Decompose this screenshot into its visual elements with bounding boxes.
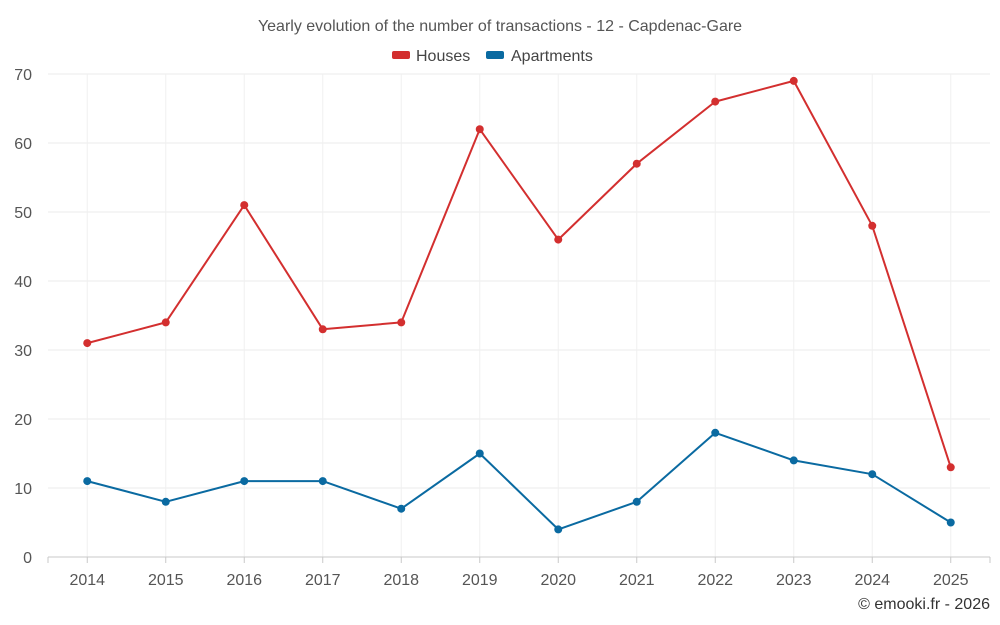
x-tick-label: 2018 xyxy=(383,572,419,589)
data-point-houses[interactable] xyxy=(240,201,249,210)
data-point-apartments[interactable] xyxy=(240,477,249,486)
x-tick-label: 2025 xyxy=(933,572,969,589)
data-point-houses[interactable] xyxy=(397,318,406,327)
credit-text: © emooki.fr - 2026 xyxy=(858,596,990,613)
legend-label-apartments[interactable]: Apartments xyxy=(511,48,593,65)
y-tick-label: 0 xyxy=(23,550,32,567)
x-tick-label: 2023 xyxy=(776,572,812,589)
y-tick-label: 10 xyxy=(14,481,32,498)
y-tick-label: 70 xyxy=(14,67,32,84)
data-point-apartments[interactable] xyxy=(711,428,720,437)
x-tick-label: 2022 xyxy=(697,572,733,589)
y-tick-label: 40 xyxy=(14,274,32,291)
grid-layer xyxy=(48,73,990,558)
data-point-apartments[interactable] xyxy=(397,504,406,513)
legend-swatch-apartments xyxy=(486,51,504,59)
series-layer xyxy=(83,76,955,534)
data-point-houses[interactable] xyxy=(161,318,170,327)
series-line-houses xyxy=(86,79,952,469)
data-point-houses[interactable] xyxy=(318,325,327,334)
data-point-houses[interactable] xyxy=(632,159,641,168)
data-point-houses[interactable] xyxy=(868,221,877,230)
data-point-apartments[interactable] xyxy=(868,470,877,479)
data-point-houses[interactable] xyxy=(83,339,92,348)
data-point-houses[interactable] xyxy=(789,76,798,85)
x-tick-label: 2015 xyxy=(148,572,184,589)
data-point-apartments[interactable] xyxy=(632,497,641,506)
x-tick-label: 2017 xyxy=(305,572,341,589)
x-tick-label: 2024 xyxy=(854,572,890,589)
series-line-apartments xyxy=(86,431,952,531)
x-tick-label: 2021 xyxy=(619,572,655,589)
legend-label-houses[interactable]: Houses xyxy=(416,48,470,65)
data-point-apartments[interactable] xyxy=(789,456,798,465)
data-point-houses[interactable] xyxy=(946,463,955,472)
series-houses xyxy=(83,76,955,472)
data-point-apartments[interactable] xyxy=(946,518,955,527)
data-point-apartments[interactable] xyxy=(554,525,563,534)
series-apartments xyxy=(83,428,955,534)
x-tick-label: 2014 xyxy=(69,572,105,589)
data-point-apartments[interactable] xyxy=(83,477,92,486)
data-point-apartments[interactable] xyxy=(318,477,327,486)
legend-swatch-houses xyxy=(392,51,410,59)
x-tick-label: 2020 xyxy=(540,572,576,589)
chart-legend: Houses Apartments xyxy=(392,48,593,65)
y-tick-label: 50 xyxy=(14,205,32,222)
y-tick-label: 60 xyxy=(14,136,32,153)
x-tick-label: 2019 xyxy=(462,572,498,589)
data-point-apartments[interactable] xyxy=(475,449,484,458)
axis-layer: 0 10 20 30 40 50 60 70 2014 2015 2016 2017 2018 2019 2… xyxy=(14,67,991,589)
data-point-apartments[interactable] xyxy=(161,497,170,506)
y-tick-label: 30 xyxy=(14,343,32,360)
data-point-houses[interactable] xyxy=(475,125,484,134)
data-point-houses[interactable] xyxy=(711,97,720,106)
chart-title: Yearly evolution of the number of transa… xyxy=(258,18,742,35)
y-tick-label: 20 xyxy=(14,412,32,429)
x-tick-label: 2016 xyxy=(226,572,262,589)
data-point-houses[interactable] xyxy=(554,235,563,244)
